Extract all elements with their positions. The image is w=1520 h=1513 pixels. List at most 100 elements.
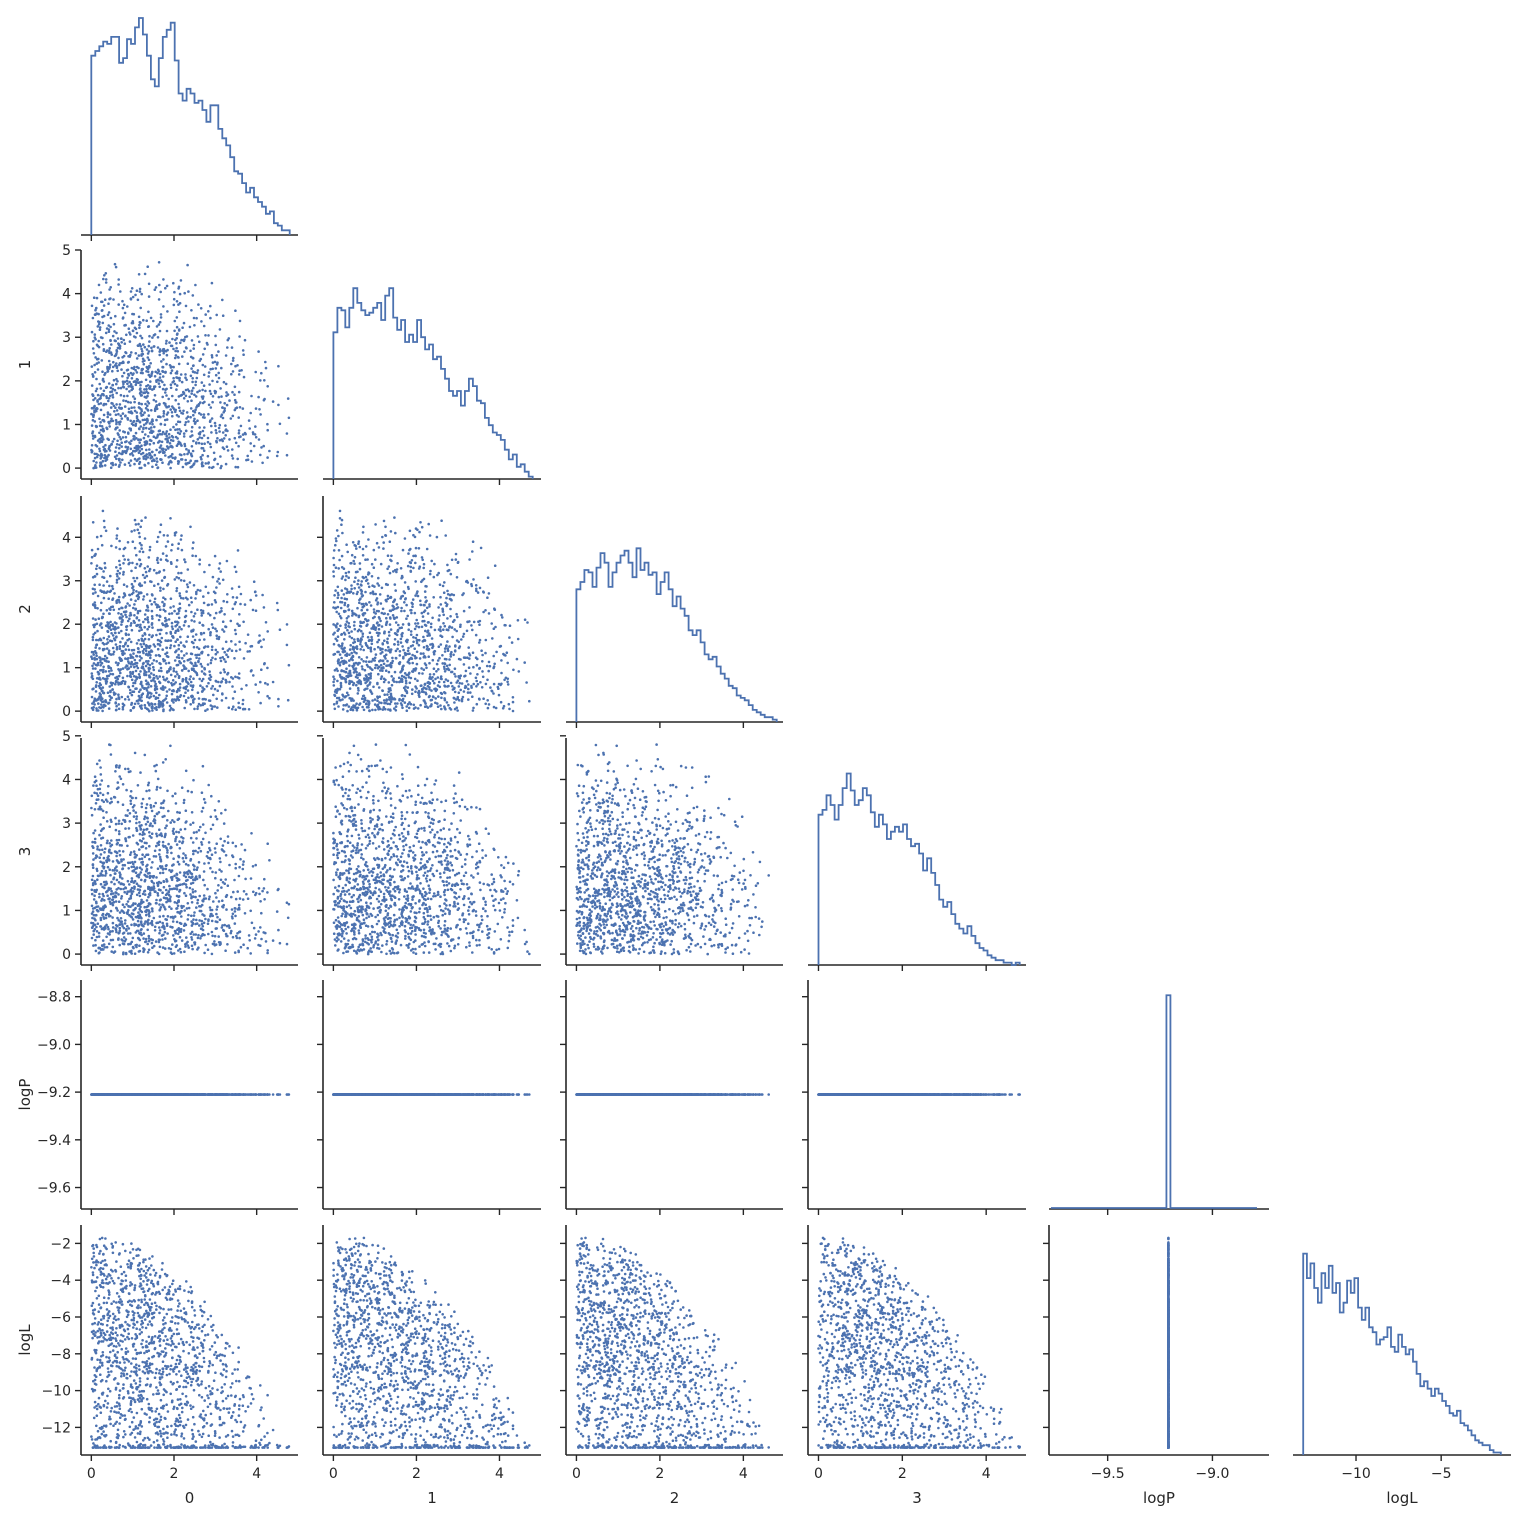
scatter-point [138, 609, 142, 613]
scatter-point [452, 687, 456, 690]
scatter-point [169, 386, 173, 390]
scatter-point [165, 394, 168, 397]
scatter-point [383, 631, 386, 635]
scatter-point [200, 457, 203, 461]
scatter-point [137, 531, 141, 535]
scatter-point [183, 453, 186, 456]
scatter-point [220, 607, 223, 610]
scatter-point [158, 614, 161, 618]
scatter-point [152, 345, 156, 348]
scatter-point [374, 592, 378, 596]
scatter-point [91, 708, 95, 712]
scatter-point [131, 684, 135, 688]
scatter-point [208, 563, 211, 567]
scatter-point [356, 706, 360, 710]
scatter-point [148, 364, 151, 368]
scatter-point [148, 599, 152, 603]
scatter-point [149, 803, 152, 807]
scatter-point [190, 667, 194, 670]
scatter-point [193, 620, 196, 623]
scatter-point [194, 661, 197, 665]
scatter-point [138, 558, 141, 561]
scatter-point [489, 686, 492, 689]
scatter-point [109, 316, 113, 320]
scatter-point [150, 622, 154, 625]
scatter-point [177, 303, 180, 306]
scatter-point [117, 612, 120, 615]
scatter-point [354, 544, 358, 548]
scatter-point [202, 646, 206, 649]
scatter-point [182, 654, 186, 657]
scatter-point [102, 665, 105, 669]
scatter-point [391, 656, 394, 660]
scatter-point [164, 597, 167, 601]
scatter-point [367, 585, 371, 589]
scatter-point [170, 625, 174, 628]
scatter-point [209, 419, 212, 422]
scatter-point [135, 562, 139, 566]
scatter-point [176, 621, 180, 624]
scatter-point [173, 382, 177, 386]
scatter-point [177, 643, 181, 647]
scatter-point [143, 345, 147, 349]
scatter-point [197, 402, 201, 406]
scatter-point [193, 422, 197, 425]
scatter-point [174, 624, 177, 628]
scatter-point [141, 418, 145, 422]
scatter-point [117, 703, 120, 706]
scatter-point [361, 613, 365, 616]
scatter-point [377, 546, 381, 549]
scatter-point [129, 290, 133, 293]
scatter-point [419, 652, 423, 655]
scatter-point [455, 576, 459, 579]
scatter-point [220, 812, 223, 815]
scatter-point [140, 704, 143, 707]
scatter-point [337, 593, 340, 597]
scatter-point [95, 572, 99, 576]
scatter-point [207, 681, 210, 685]
scatter-point [135, 616, 139, 620]
scatter-point [132, 335, 136, 338]
scatter-point [454, 552, 458, 556]
scatter-point [116, 598, 119, 602]
scatter-point [332, 703, 336, 706]
scatter-point [414, 561, 417, 565]
scatter-point [160, 669, 163, 673]
scatter-point [148, 334, 151, 338]
scatter-point [420, 580, 423, 584]
scatter-point [350, 680, 354, 684]
scatter-point [449, 607, 452, 611]
scatter-point [104, 278, 108, 281]
scatter-point [351, 654, 355, 658]
scatter-point [179, 341, 182, 345]
scatter-point [102, 304, 106, 307]
scatter-point [402, 686, 406, 690]
scatter-point [161, 761, 165, 764]
scatter-point [224, 462, 228, 466]
scatter-point [338, 644, 342, 648]
scatter-point [210, 707, 214, 711]
scatter-point [252, 580, 256, 583]
scatter-point [195, 646, 199, 649]
scatter-point [455, 612, 458, 616]
scatter-point [122, 573, 125, 576]
scatter-point [385, 664, 388, 667]
scatter-point [143, 673, 146, 677]
scatter-point [122, 583, 126, 586]
scatter-point [162, 568, 166, 572]
scatter-point [338, 653, 342, 656]
scatter-point [148, 844, 151, 848]
scatter-point [384, 623, 388, 627]
scatter-point [237, 431, 241, 435]
scatter-point [201, 353, 205, 356]
scatter-point [129, 419, 132, 423]
scatter-point [132, 437, 135, 441]
scatter-point [97, 361, 100, 364]
scatter-point [142, 426, 145, 430]
scatter-point [134, 431, 138, 435]
scatter-point [205, 685, 209, 688]
scatter-point [425, 644, 429, 648]
scatter-point [91, 406, 95, 410]
scatter-point [102, 348, 106, 351]
scatter-point [415, 633, 419, 637]
